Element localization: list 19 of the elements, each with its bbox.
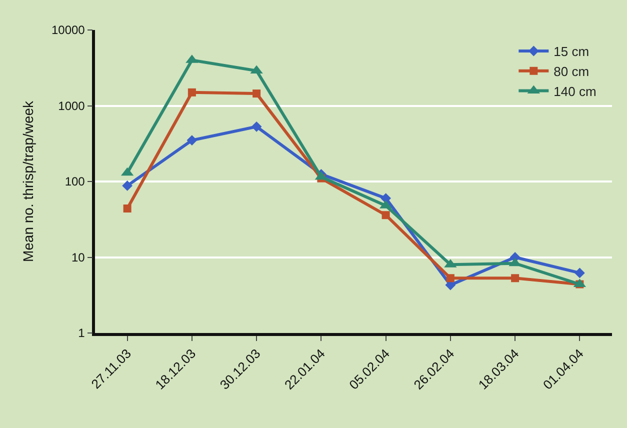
legend-label: 80 cm [554,64,590,79]
point [511,274,520,282]
y-tick-label: 1 [78,326,86,340]
point [446,274,454,282]
legend-label: 140 cm [554,84,596,99]
point [186,135,198,146]
legend-label: 15 cm [554,44,590,60]
point [252,90,261,98]
y-tick-label: 100 [64,174,86,189]
y-axis-title: Mean no. thrisp/trap/week [20,100,36,262]
y-tick-label: 1000 [58,98,86,113]
point [188,88,196,96]
point [574,268,585,278]
point [122,180,133,191]
y-tick-label: 10000 [51,23,86,38]
point [382,211,390,220]
y-tick-label: 10 [71,250,86,264]
point [251,121,262,132]
point [123,204,132,213]
